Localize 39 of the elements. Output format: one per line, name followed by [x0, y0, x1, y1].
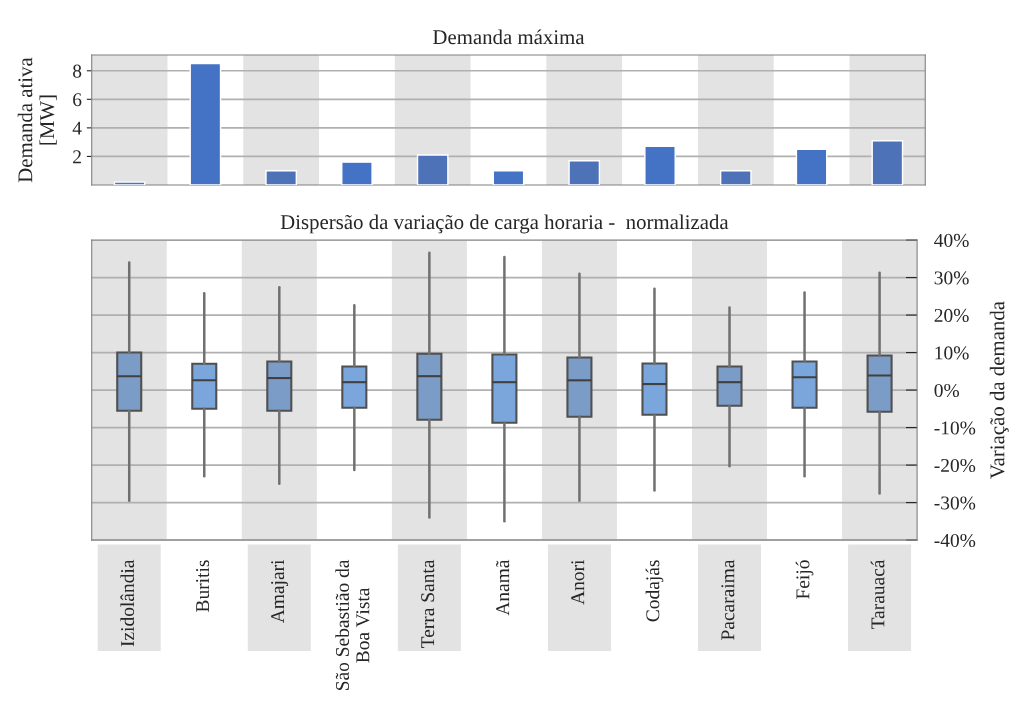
- y-tick-label: -20%: [934, 458, 976, 473]
- x-tick-label: São Sebastião da Boa Vista: [335, 559, 370, 690]
- y-tick-label: 0%: [934, 383, 960, 398]
- bar: [492, 170, 525, 185]
- bar: [568, 160, 601, 185]
- x-tick-label: Tarauacá: [870, 559, 885, 630]
- y-axis-title: Variação da demanda: [989, 301, 1009, 479]
- y-tick-label: 30%: [934, 271, 969, 285]
- y-tick-label: 4: [72, 121, 82, 135]
- bar: [416, 154, 449, 185]
- y-tick-label: 6: [73, 93, 82, 107]
- y-tick-label: -40%: [934, 533, 976, 548]
- x-tick-label: Izidolândia: [120, 559, 135, 647]
- y-tick-label: 2: [73, 150, 81, 164]
- y-tick-label: 8: [73, 64, 82, 78]
- y-tick-label: 40%: [934, 233, 969, 248]
- y-tick-label: 20%: [934, 308, 969, 323]
- bar: [871, 140, 904, 185]
- bar: [189, 62, 222, 185]
- y-tick-label: -30%: [934, 496, 976, 510]
- chart-title: Demanda máxima: [433, 29, 585, 45]
- x-tick-label: Feijó: [795, 560, 814, 599]
- x-tick-label: Buritis: [196, 560, 210, 612]
- bar: [265, 170, 298, 185]
- y-axis-title: Demanda ativa [MW]: [17, 57, 57, 183]
- y-tick-label: -10%: [934, 421, 976, 435]
- x-tick-label: Anamã: [495, 559, 510, 616]
- x-tick-label: Codajás: [645, 560, 664, 622]
- bar: [719, 170, 752, 185]
- x-tick-label: Amajari: [271, 559, 289, 624]
- x-tick-label: Anori: [571, 559, 585, 605]
- bar: [644, 145, 676, 185]
- bar: [795, 148, 828, 185]
- chart-title: Dispersão da variação de carga horaria - normalizada: [280, 214, 729, 234]
- y-tick-label: 10%: [935, 346, 969, 360]
- x-tick-label: Terra Santa: [421, 559, 435, 648]
- bar: [113, 181, 146, 185]
- bar: [341, 161, 373, 185]
- x-tick-label: Pacaraima: [721, 559, 735, 640]
